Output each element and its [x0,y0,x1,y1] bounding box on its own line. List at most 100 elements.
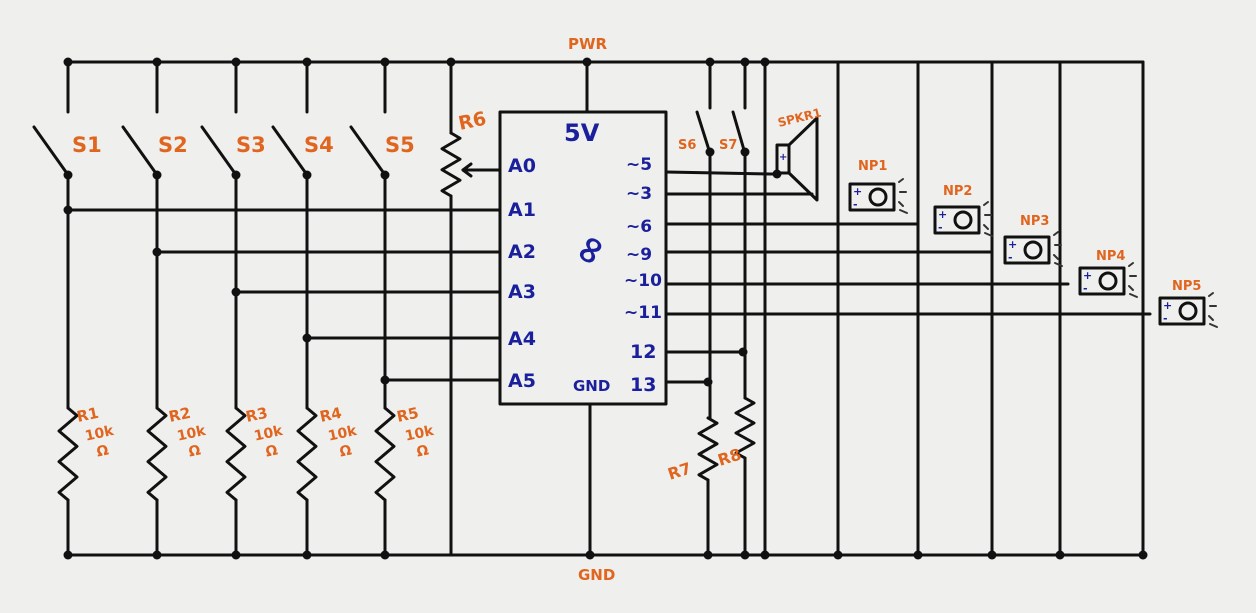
neopixel-body-icon [1003,235,1051,265]
junction-dot [740,147,750,157]
neopixel-polarity-plus: + [1083,269,1092,282]
pin-label-d12: 12 [630,341,656,363]
junction-dot [1138,550,1148,560]
switch-label-s2: S2 [158,133,188,157]
resistor-label-r1: R1 10k Ω [75,404,116,461]
light-ray-icon [1208,292,1214,297]
resistor-name: R5 [395,404,420,426]
junction-dot [760,550,770,560]
resistor-unit: Ω [264,442,279,460]
junction-dot [913,550,923,560]
switch-blade-icon [731,110,746,152]
light-ray-icon [899,209,908,214]
resistor-label-r3: R3 10k Ω [244,404,285,461]
junction-dot [380,170,390,180]
junction-dot [302,57,312,67]
switch-label-s5: S5 [385,133,415,157]
junction-dot [380,57,390,67]
resistor-value: 10k [176,423,208,445]
pin-label-a0: A0 [508,155,536,177]
resistor-name: R1 [75,404,100,426]
junction-dot [1055,550,1065,560]
neopixel-body-icon [933,205,981,235]
potentiometer-label-r6: R6 [456,108,488,135]
pin-label-d6: ~6 [626,217,652,237]
mcu-logo-icon: ∞ [562,225,616,274]
junction-dot [302,550,312,560]
resistor-label-r4: R4 10k Ω [318,404,359,461]
junction-dot [582,57,592,67]
resistor-label-r7: R7 [665,458,693,483]
light-ray-icon [898,201,904,207]
neopixel-led-icon [1098,271,1118,291]
resistor-value: 10k [327,423,359,445]
light-ray-icon [1128,285,1134,291]
junction-dot [63,170,73,180]
resistor-zigzag-icon [296,406,318,502]
junction-dot [63,550,73,560]
pin-label-a5: A5 [508,370,536,392]
junction-dot [772,169,782,179]
neopixel-led-icon [1023,240,1043,260]
speaker-polarity-plus: + [779,152,787,163]
switch-blade-icon [695,110,711,152]
junction-dot [380,550,390,560]
junction-dot [987,550,997,560]
light-ray-icon [1128,262,1134,267]
resistor-label-r5: R5 10k Ω [395,404,436,461]
resistor-zigzag-icon [374,406,396,502]
junction-dot [703,377,713,387]
switch-label-s3: S3 [236,133,266,157]
resistor-unit: Ω [187,442,202,460]
junction-dot [740,550,750,560]
pin-label-a1: A1 [508,199,536,221]
neopixel-polarity-minus: - [938,221,943,234]
switch-blade-icon [271,125,307,174]
resistor-label-r2: R2 10k Ω [167,404,208,461]
neopixel-label-np3: NP3 [1020,214,1049,229]
junction-dot [738,347,748,357]
resistor-name: R3 [244,404,269,426]
neopixel-body-icon [1158,296,1206,326]
light-ray-icon [1053,231,1059,236]
neopixel-polarity-plus: + [853,185,862,198]
junction-dot [705,57,715,67]
resistor-unit: Ω [338,442,353,460]
pot-wiper-arrow-icon [461,162,473,178]
junction-dot [152,550,162,560]
resistor-name: R2 [167,404,192,426]
switch-blade-icon [32,125,68,174]
neopixel-label-np4: NP4 [1096,249,1125,264]
junction-dot [380,375,390,385]
switch-blade-icon [200,125,236,174]
potentiometer-zigzag-icon [440,131,462,198]
junction-dot [152,57,162,67]
junction-dot [703,550,713,560]
switch-label-s6: S6 [678,138,696,153]
neopixel-led-icon [868,187,888,207]
pin-label-d9: ~9 [626,245,652,265]
resistor-zigzag-icon [697,416,719,482]
resistor-value: 10k [84,423,116,445]
switch-label-s1: S1 [72,133,102,157]
light-ray-icon [1208,315,1214,321]
neopixel-polarity-minus: - [1163,312,1168,325]
switch-blade-icon [121,125,157,174]
neopixel-polarity-plus: + [1163,299,1172,312]
pin-label-d5: ~5 [626,155,652,175]
pin-label-d13: 13 [630,374,656,396]
light-ray-icon [983,201,989,206]
light-ray-icon [1054,262,1063,267]
light-ray-icon [984,232,993,237]
switch-blade-icon [349,125,385,174]
junction-dot [302,333,312,343]
resistor-value: 10k [404,423,436,445]
junction-dot [63,205,73,215]
pin-label-a2: A2 [508,241,536,263]
neopixel-polarity-minus: - [1083,282,1088,295]
junction-dot [63,57,73,67]
junction-dot [231,287,241,297]
resistor-zigzag-icon [734,396,756,460]
pin-label-d3: ~3 [626,184,652,204]
